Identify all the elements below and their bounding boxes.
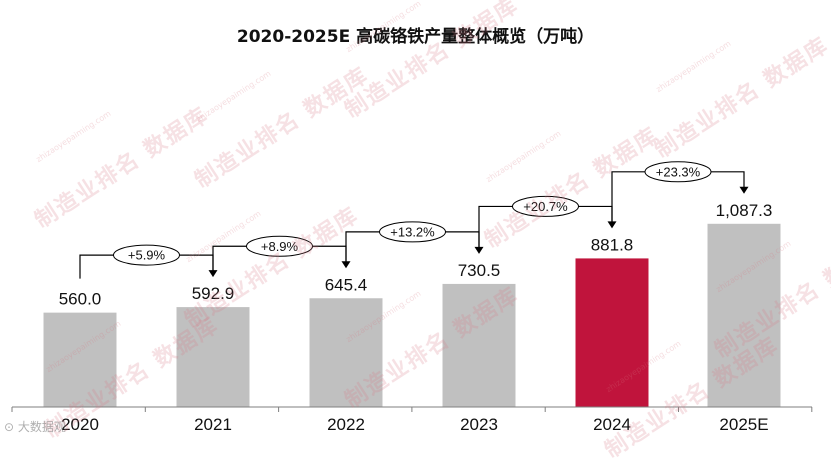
value-label-2025E: 1,087.3 xyxy=(716,201,773,220)
bar-2023 xyxy=(442,283,516,407)
bar-2022 xyxy=(309,298,383,407)
bar-2024 xyxy=(575,258,649,407)
value-label-2023: 730.5 xyxy=(458,261,501,280)
x-tick-label-2020: 2020 xyxy=(61,415,99,434)
growth-bubble xyxy=(644,161,712,183)
value-label-2024: 881.8 xyxy=(591,235,634,254)
value-label-2021: 592.9 xyxy=(192,284,235,303)
x-tick-label-2023: 2023 xyxy=(460,415,498,434)
bar-chart: +5.9% +8.9% +13.2% +20.7% +23.3% 560.0 592.9 6… xyxy=(11,161,813,434)
bar-2020 xyxy=(43,312,117,407)
value-label-2022: 645.4 xyxy=(325,275,368,294)
chart-title: 2020-2025E 高碳铬铁产量整体概览（万吨） xyxy=(236,27,595,47)
growth-label: +23.3% xyxy=(656,164,701,179)
value-label-2020: 560.0 xyxy=(59,290,102,309)
bar-2025E xyxy=(707,223,781,407)
growth-bubble xyxy=(246,235,313,257)
growth-label: +8.9% xyxy=(261,239,299,254)
arrow-down-icon xyxy=(341,261,351,269)
growth-bubble xyxy=(512,195,579,217)
growth-label: +20.7% xyxy=(523,199,568,214)
bar-2021 xyxy=(176,307,250,407)
growth-bubble xyxy=(379,221,446,243)
x-tick-label-2021: 2021 xyxy=(194,415,232,434)
growth-label: +13.2% xyxy=(390,224,435,239)
arrow-down-icon xyxy=(739,186,749,194)
growth-label: +5.9% xyxy=(128,248,166,263)
growth-bubble xyxy=(113,244,180,266)
source-logo: ⊙ 大数据观 xyxy=(4,420,66,434)
x-tick-label-2025E: 2025E xyxy=(719,415,768,434)
x-tick-label-2024: 2024 xyxy=(593,415,631,434)
arrow-down-icon xyxy=(208,270,218,278)
x-tick-label-2022: 2022 xyxy=(327,415,365,434)
arrow-down-icon xyxy=(474,246,484,254)
arrow-down-icon xyxy=(607,221,617,229)
